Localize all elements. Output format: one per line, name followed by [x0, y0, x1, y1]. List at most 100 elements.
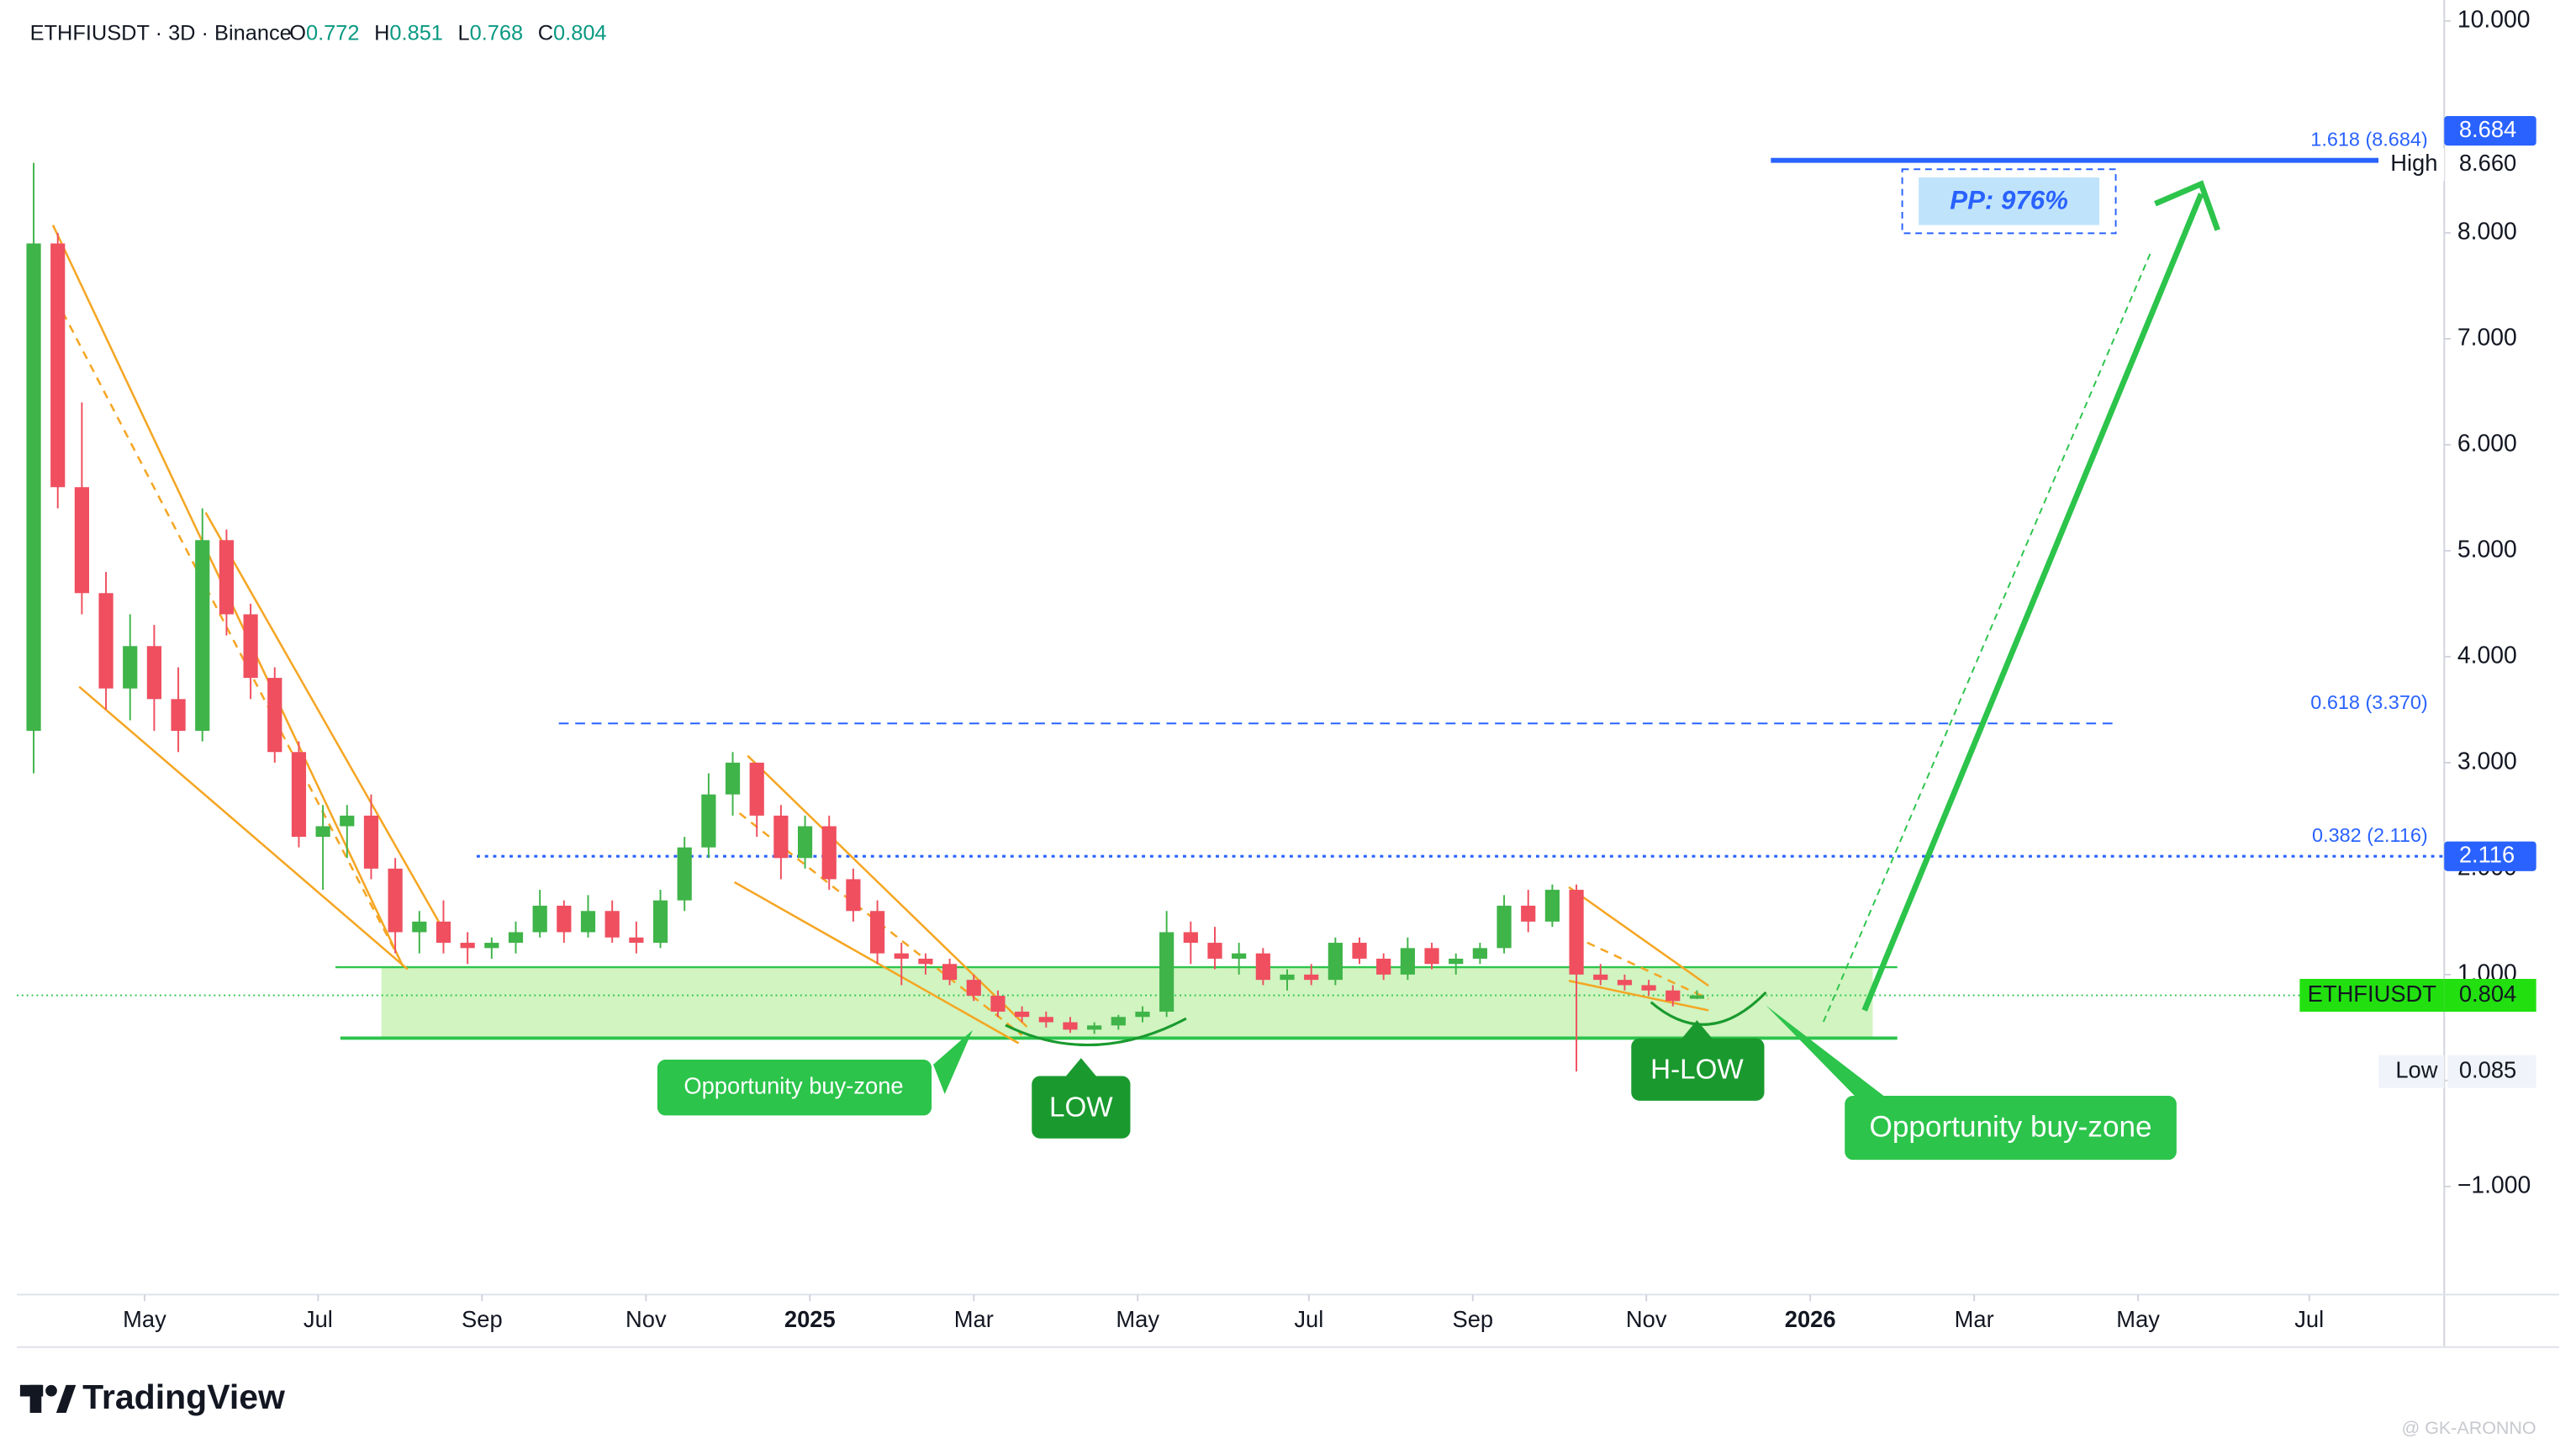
candle-body	[315, 826, 330, 838]
watermark: @ GK-ARONNO	[2401, 1418, 2536, 1438]
fib-label: 0.618 (3.370)	[2310, 691, 2427, 713]
arrow-head	[2154, 180, 2220, 231]
candle-body	[629, 937, 644, 944]
ohlc-value: 0.804	[553, 22, 607, 45]
candle-body	[363, 815, 379, 869]
candle-body	[1159, 932, 1175, 1012]
hlow-arc	[1650, 991, 1767, 1026]
fib-label: 1.618 (8.684)	[2310, 128, 2427, 150]
x-tick-label: Nov	[1626, 1306, 1667, 1332]
y-tick-label: 5.000	[2457, 536, 2517, 563]
callout-pointer	[933, 1029, 973, 1095]
candle-body	[749, 762, 764, 816]
callout-text: LOW	[1049, 1092, 1113, 1123]
candle-body	[1641, 985, 1656, 991]
logo-mark	[29, 1384, 42, 1414]
buy-zone	[381, 967, 1873, 1039]
annotations: PP: 976% Opportunity buy-zone LOW H-LOW …	[657, 168, 2177, 1161]
level-badge-value: 8.684	[2459, 116, 2516, 142]
x-tick-label: 2026	[1785, 1306, 1836, 1332]
ohlc-value: 0.772	[306, 22, 360, 45]
candle-body	[50, 243, 66, 488]
ohlc-value: 0.768	[470, 22, 524, 45]
wedge-dash	[1573, 935, 1709, 1000]
candle-body	[340, 815, 355, 827]
candle-body	[1352, 943, 1367, 959]
wedge-line	[204, 511, 448, 938]
x-tick-label: Jul	[304, 1306, 333, 1332]
pp-label: PP: 976%	[1950, 186, 2068, 215]
candle-body	[652, 900, 668, 944]
badge-layer: 8.684 2.116 High 8.660 Low 0.085 ETHFIUSDT 0.80…	[2299, 116, 2536, 1088]
candle-body	[388, 868, 403, 933]
last-name-box	[2299, 979, 2445, 1013]
candle-body	[894, 953, 909, 959]
badge-value: 0.085	[2459, 1056, 2516, 1082]
pp-box	[1919, 177, 2100, 225]
x-tick-label: Nov	[626, 1306, 667, 1332]
candle-body	[942, 964, 958, 981]
logo-mark	[55, 1384, 77, 1414]
x-tick-label: 2025	[784, 1306, 836, 1332]
badge-name-box	[2378, 1055, 2445, 1088]
candle-body	[701, 794, 716, 848]
candle-body	[1449, 958, 1464, 965]
candle-body	[243, 614, 258, 679]
level-badge	[2444, 841, 2536, 871]
candle-body	[508, 932, 524, 944]
candle-body	[460, 943, 475, 949]
x-tick-label: Sep	[1452, 1306, 1493, 1332]
candle-body	[677, 847, 692, 901]
x-tick-label: May	[1116, 1306, 1159, 1332]
symbol-title: ETHFIUSDT · 3D · Binance	[30, 22, 292, 45]
candle-body	[98, 593, 113, 689]
candle-body	[1593, 974, 1608, 981]
y-tick-label: 8.000	[2457, 218, 2517, 245]
target-arrow	[1861, 193, 2204, 1012]
last-name: ETHFIUSDT	[2308, 981, 2437, 1007]
badge-value: 8.660	[2459, 150, 2516, 176]
last-value: 0.804	[2459, 981, 2516, 1007]
candle-body	[1328, 943, 1343, 981]
candle-body	[267, 678, 282, 753]
candle-body	[219, 540, 235, 615]
callout-box	[1845, 1095, 2177, 1161]
ohlc-label: L	[458, 22, 470, 45]
candle-body	[1569, 890, 1584, 975]
candle-body	[146, 646, 162, 700]
y-tick-label: 10.000	[2457, 6, 2531, 33]
candle-body	[580, 911, 596, 933]
candle-body	[1665, 990, 1681, 1002]
fib-label: 0.382 (2.116)	[2312, 824, 2428, 846]
wedge-line	[78, 685, 409, 970]
callout-box	[1032, 1076, 1131, 1139]
candle-body	[532, 905, 547, 933]
candle-body	[725, 762, 741, 795]
projection-dash	[1822, 249, 2153, 1023]
y-tick-label: −1.000	[2457, 1171, 2531, 1198]
candle-body	[1497, 905, 1512, 949]
candle-body	[557, 905, 572, 933]
low-arc	[1005, 1017, 1187, 1047]
candle-body	[1521, 905, 1536, 922]
candle-body	[1544, 890, 1560, 922]
candle-body	[435, 921, 451, 944]
x-tick-label: Jul	[2294, 1306, 2324, 1332]
candle-body	[1304, 974, 1319, 981]
candle-body	[1617, 980, 1633, 986]
badge-name: High	[2390, 150, 2437, 176]
zone-layer	[335, 965, 1898, 1040]
wedge-line	[1568, 980, 1709, 1012]
candle-body	[1232, 953, 1247, 959]
candle-body	[1255, 953, 1270, 981]
badge-value-box	[2447, 148, 2536, 182]
candle-body	[1207, 943, 1222, 959]
callout-text: Opportunity buy-zone	[684, 1072, 903, 1098]
candle-body	[1111, 1017, 1126, 1026]
candle-body	[412, 921, 427, 933]
candle-body	[195, 540, 210, 732]
logo: TradingView	[19, 1378, 285, 1416]
level-layer: 1.618 (8.684) 0.618 (3.370) 0.382 (2.116)	[16, 128, 2445, 997]
